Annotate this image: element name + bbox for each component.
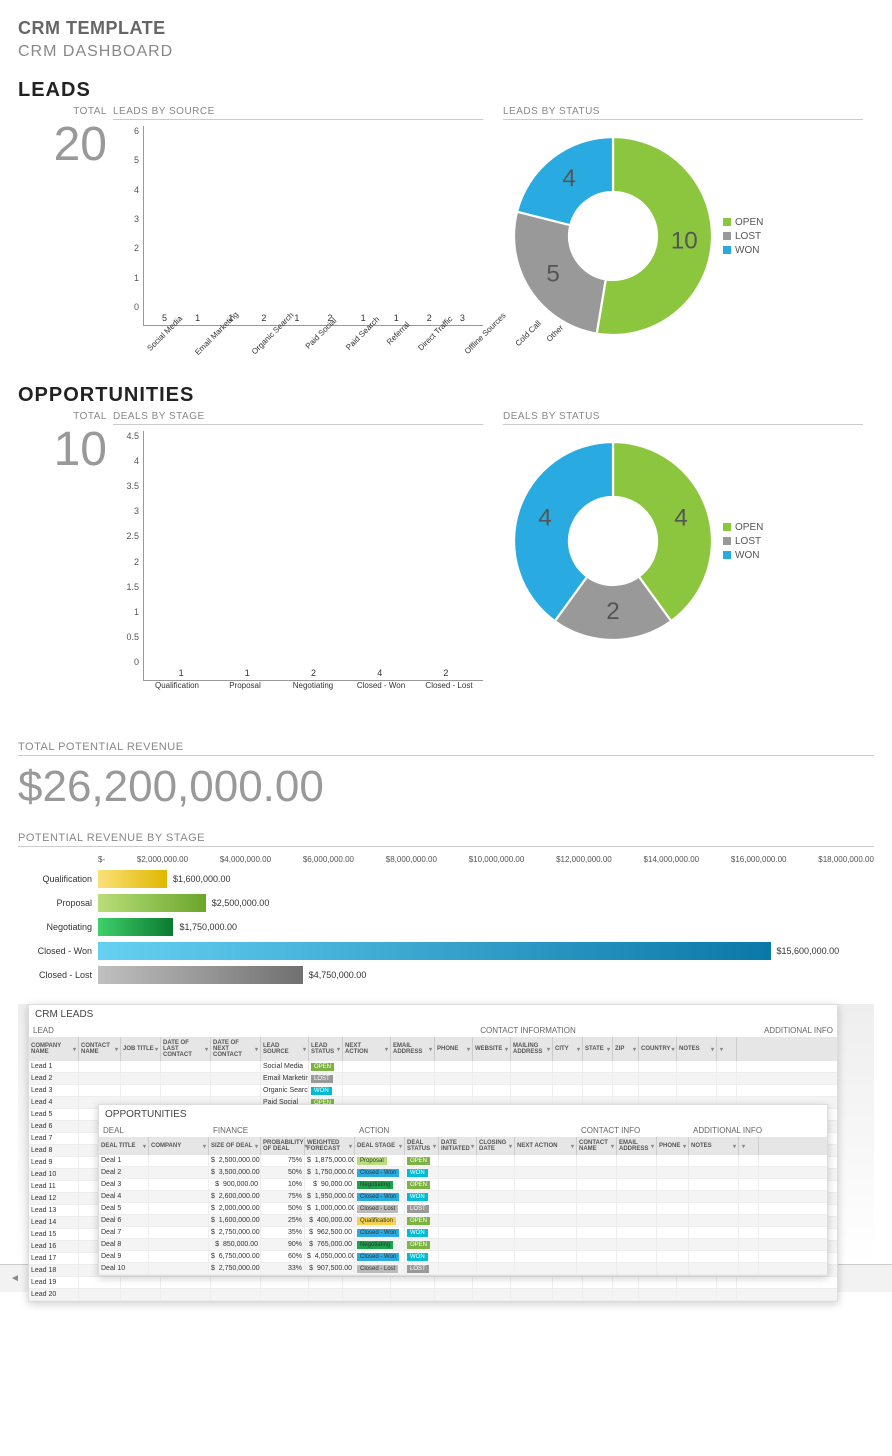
leads-by-source-title: LEADS BY SOURCE — [113, 106, 483, 120]
deals-donut-chart: 4 2 4 — [503, 431, 723, 651]
opps-section-title: OPPORTUNITIES — [18, 384, 874, 407]
deals-by-stage-chart: 00.511.522.533.544.5 11242 — [113, 431, 483, 681]
opps-total-label: TOTAL — [18, 411, 113, 422]
leads-donut-legend: OPENLOSTWON — [723, 214, 763, 259]
svg-text:4: 4 — [674, 505, 687, 532]
sheet-nav-prev-icon[interactable]: ◄ — [10, 1273, 20, 1284]
leads-total-value: 20 — [18, 121, 113, 169]
svg-text:4: 4 — [562, 165, 575, 192]
leads-total-label: TOTAL — [18, 106, 113, 117]
opps-total-value: 10 — [18, 426, 113, 474]
leads-donut-chart: 10 5 4 — [503, 126, 723, 346]
svg-text:10: 10 — [671, 228, 698, 255]
revenue-total-value: $26,200,000.00 — [18, 762, 874, 812]
deals-donut-legend: OPENLOSTWON — [723, 519, 763, 564]
svg-text:5: 5 — [546, 261, 559, 288]
svg-text:4: 4 — [538, 505, 551, 532]
opportunities-table: OPPORTUNITIESDEALFINANCEACTIONCONTACT IN… — [98, 1104, 828, 1276]
deals-by-stage-title: DEALS BY STAGE — [113, 411, 483, 425]
leads-by-source-chart: 0123456 5112121123 — [113, 126, 483, 326]
tables-zone: CRM LEADSLEADCONTACT INFORMATIONADDITION… — [18, 1004, 874, 1264]
page-title: CRM TEMPLATE — [18, 18, 874, 39]
leads-section-title: LEADS — [18, 79, 874, 102]
page-subtitle: CRM DASHBOARD — [18, 43, 874, 61]
leads-by-status-title: LEADS BY STATUS — [503, 106, 863, 120]
deals-by-status-title: DEALS BY STATUS — [503, 411, 863, 425]
revenue-by-stage-chart: $-$2,000,000.00$4,000,000.00$6,000,000.0… — [18, 855, 874, 984]
svg-text:2: 2 — [606, 598, 619, 625]
revenue-total-label: TOTAL POTENTIAL REVENUE — [18, 741, 874, 756]
revenue-by-stage-title: POTENTIAL REVENUE BY STAGE — [18, 832, 874, 847]
